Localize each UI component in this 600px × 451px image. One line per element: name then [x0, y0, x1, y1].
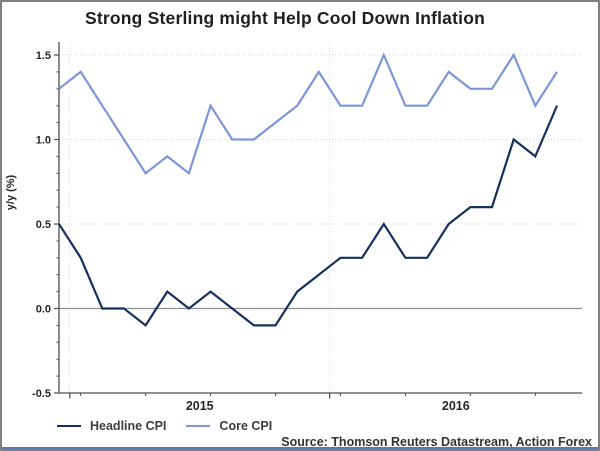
headline-cpi-swatch [57, 425, 81, 427]
legend-item-headline-cpi: Headline CPI [57, 419, 166, 433]
legend-label-headline-cpi: Headline CPI [90, 419, 167, 433]
y-tick-label: -0.5 [32, 388, 51, 400]
core-cpi-line [58, 52, 558, 176]
headline-cpi-line [58, 105, 559, 328]
y-tick-label: 1.5 [36, 50, 51, 62]
y-tick-label: 1.0 [36, 135, 51, 147]
chart-legend: Headline CPI Core CPI [57, 419, 272, 433]
legend-label-core-cpi: Core CPI [219, 419, 273, 433]
x-year-label-2016: 2016 [442, 399, 470, 413]
x-year-label-2015: 2015 [186, 399, 214, 413]
y-axis-title: y/y (%) [5, 174, 17, 210]
chart-title: Strong Sterling might Help Cool Down Inf… [84, 8, 485, 28]
source-note: Source: Thomson Reuters Datastream, Acti… [281, 435, 592, 449]
y-tick-label: 0.5 [36, 219, 51, 231]
y-tick-label: 0.0 [36, 304, 51, 316]
legend-item-core-cpi: Core CPI [186, 419, 272, 433]
core-cpi-swatch [186, 425, 211, 427]
accent-bar [2, 447, 598, 449]
